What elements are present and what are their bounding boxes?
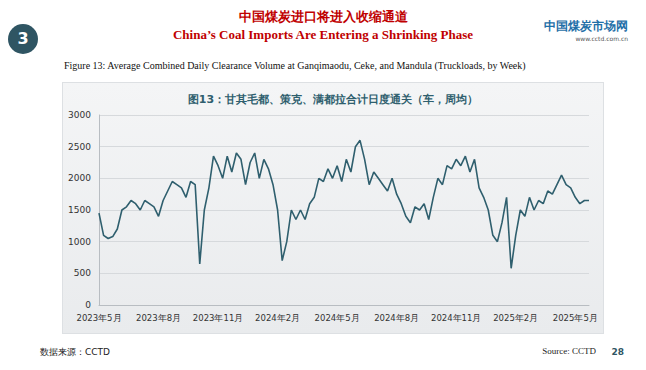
html-text:Source: CCTD: Source: CCTD xyxy=(542,346,596,356)
svg-text:2024年2月: 2024年2月 xyxy=(255,313,300,323)
svg-text:2000: 2000 xyxy=(68,173,91,183)
svg-text:2025年2月: 2025年2月 xyxy=(493,313,538,323)
svg-text:2025年5月: 2025年5月 xyxy=(553,313,598,323)
svg-text:2024年8月: 2024年8月 xyxy=(374,313,419,323)
svg-text:0: 0 xyxy=(85,300,91,310)
svg-text:500: 500 xyxy=(74,268,91,278)
svg-text:2024年11月: 2024年11月 xyxy=(431,313,481,323)
html-text:28: 28 xyxy=(611,347,624,357)
html-text:3: 3 xyxy=(17,29,29,48)
svg-text:2024年5月: 2024年5月 xyxy=(315,313,360,323)
html-text:www.cctd.com.cn: www.cctd.com.cn xyxy=(575,35,628,42)
svg-text:3000: 3000 xyxy=(68,110,91,120)
svg-text:2023年5月: 2023年5月 xyxy=(76,313,121,323)
svg-text:2023年11月: 2023年11月 xyxy=(193,313,243,323)
svg-text:2500: 2500 xyxy=(68,142,91,152)
html-text:China’s Coal Imports Are Enter: China’s Coal Imports Are Entering a Shri… xyxy=(172,27,474,42)
svg-text:1500: 1500 xyxy=(68,205,91,215)
html-text:中国煤炭进口将进入收缩通道: 中国煤炭进口将进入收缩通道 xyxy=(238,9,408,24)
svg-text:图13：甘其毛都、策克、满都拉合计日度通关（车，周均）: 图13：甘其毛都、策克、满都拉合计日度通关（车，周均） xyxy=(188,93,478,106)
svg-text:1000: 1000 xyxy=(68,237,91,247)
html-text:数据来源：CCTD: 数据来源：CCTD xyxy=(40,347,110,357)
svg-text:2023年8月: 2023年8月 xyxy=(136,313,181,323)
html-text:Figure 13: Average Combined Da: Figure 13: Average Combined Daily Cleara… xyxy=(64,60,526,71)
html-text:中国煤炭市场网: 中国煤炭市场网 xyxy=(544,19,628,33)
